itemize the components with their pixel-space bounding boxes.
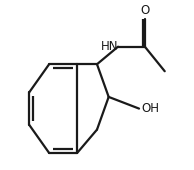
Text: HN: HN [101,40,119,53]
Text: OH: OH [141,102,159,115]
Text: O: O [140,4,150,17]
